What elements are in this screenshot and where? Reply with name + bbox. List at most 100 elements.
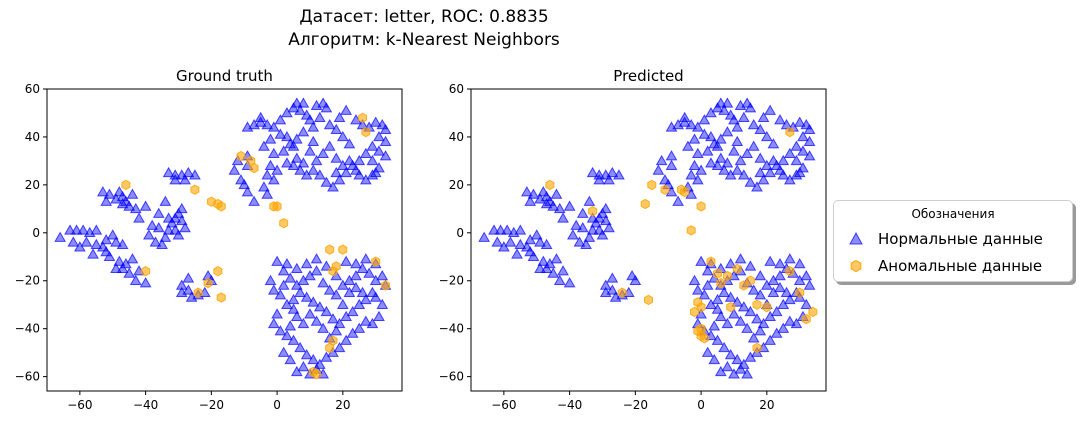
y-tick-label: −20 [439, 274, 464, 288]
data-point-normal [550, 253, 563, 264]
data-point-normal [287, 334, 300, 345]
data-point-normal [106, 229, 119, 240]
data-point-normal [333, 111, 346, 123]
data-point-normal [747, 284, 760, 295]
data-point-normal [261, 118, 274, 130]
data-point-normal [123, 267, 136, 278]
data-point-normal [313, 169, 326, 180]
data-point-normal [672, 195, 684, 206]
data-point-normal [718, 341, 730, 353]
y-tick-label: −20 [15, 274, 40, 288]
data-point-normal [103, 250, 116, 262]
data-point-normal [110, 262, 122, 274]
data-point-normal [567, 229, 579, 240]
data-point-anomaly [338, 244, 348, 255]
data-point-normal [530, 229, 543, 240]
y-tick-label: 0 [456, 226, 464, 240]
data-point-normal [685, 169, 698, 180]
axes-frame [46, 88, 403, 392]
data-point-normal [527, 188, 540, 199]
data-point-normal [366, 154, 379, 166]
axes-frame [470, 88, 827, 392]
data-point-normal [737, 169, 750, 180]
data-point-normal [593, 174, 606, 185]
data-point-normal [116, 238, 129, 250]
data-point-anomaly [785, 126, 795, 138]
data-point-normal [524, 195, 537, 206]
data-point-normal [606, 284, 619, 295]
data-point-normal [281, 257, 293, 269]
data-point-anomaly [206, 196, 216, 207]
data-point-normal [379, 135, 392, 146]
data-point-normal [741, 322, 753, 333]
data-point-normal [705, 298, 717, 309]
data-point-normal [586, 166, 599, 178]
data-point-normal [780, 118, 793, 130]
data-point-normal [254, 111, 267, 123]
data-point-normal [359, 147, 372, 158]
data-point-normal [790, 140, 803, 151]
data-point-normal [90, 238, 103, 250]
data-point-anomaly [272, 201, 282, 212]
data-point-normal [300, 349, 313, 360]
data-point-normal [297, 126, 310, 137]
x-tick-label: 0 [697, 398, 705, 412]
data-point-normal [248, 195, 260, 206]
data-point-normal [711, 334, 724, 345]
data-point-normal [741, 368, 753, 379]
data-point-normal [731, 135, 744, 146]
data-point-normal [783, 253, 796, 264]
data-point-normal [537, 186, 550, 197]
data-point-normal [277, 346, 290, 357]
data-point-anomaly [588, 206, 598, 217]
data-point-normal [550, 188, 563, 199]
data-point-normal [757, 174, 770, 185]
data-point-normal [172, 229, 185, 240]
x-tick-label: −40 [133, 398, 158, 412]
data-point-normal [721, 317, 734, 329]
data-point-normal [356, 286, 369, 297]
data-point-anomaly [808, 306, 818, 318]
data-point-normal [287, 140, 300, 151]
data-point-normal [737, 111, 750, 123]
data-point-normal [780, 286, 793, 297]
data-point-normal [540, 238, 553, 250]
data-point-normal [688, 274, 701, 285]
data-point-normal [162, 166, 175, 178]
data-point-normal [747, 332, 760, 343]
data-point-anomaly [647, 179, 657, 191]
data-point-normal [277, 145, 290, 156]
data-point-normal [708, 320, 721, 331]
data-point-normal [340, 310, 352, 321]
x-tick-label: −20 [623, 398, 648, 412]
data-point-normal [261, 188, 274, 199]
data-point-anomaly [213, 266, 223, 277]
data-point-normal [603, 174, 615, 185]
data-point-normal [665, 150, 678, 161]
data-point-normal [721, 361, 734, 372]
data-point-anomaly [216, 292, 226, 303]
scatter-points [478, 97, 818, 379]
data-point-normal [330, 152, 343, 163]
data-point-normal [760, 130, 773, 142]
y-tick-label: 20 [449, 178, 464, 192]
data-point-normal [304, 308, 316, 319]
data-point-normal [182, 166, 195, 178]
data-point-normal [169, 174, 182, 185]
data-point-normal [573, 236, 586, 247]
data-point-normal [307, 353, 320, 365]
data-point-normal [521, 186, 533, 197]
data-point-normal [179, 222, 191, 233]
x-tick-label: −60 [67, 398, 92, 412]
data-point-normal [744, 102, 757, 113]
data-point-normal [540, 198, 553, 209]
data-point-anomaly [696, 201, 706, 212]
data-point-normal [162, 212, 175, 223]
data-point-normal [281, 298, 293, 309]
data-point-normal [274, 128, 287, 139]
data-point-normal [100, 195, 113, 206]
legend-item-anomaly: Аномальные данные [848, 256, 1042, 276]
data-point-normal [501, 224, 514, 235]
data-point-normal [701, 145, 714, 156]
data-point-normal [596, 229, 609, 240]
